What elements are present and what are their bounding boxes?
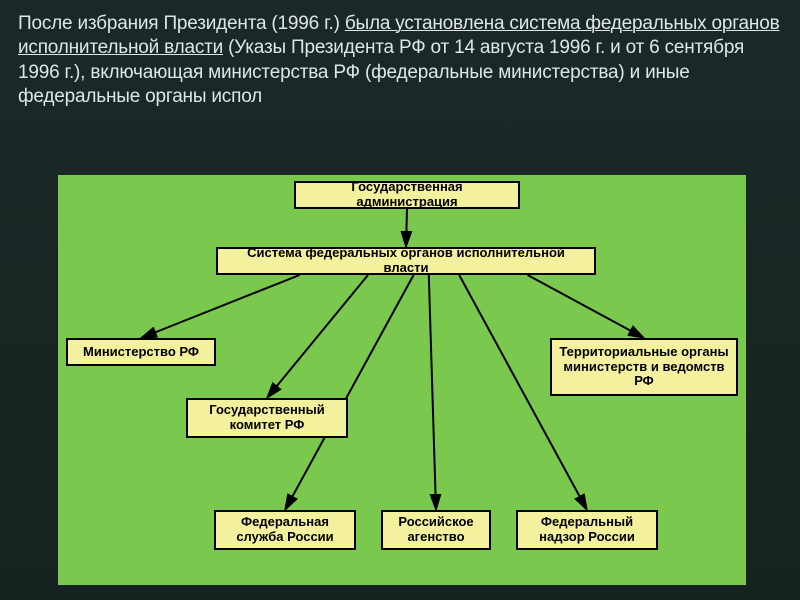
intro-text-a: После избрания Президента (1996 г.) — [18, 13, 345, 34]
intro-paragraph: После избрания Президента (1996 г.) была… — [0, 0, 800, 115]
node-label: Государственный комитет РФ — [194, 403, 340, 433]
node-ministry: Министерство РФ — [66, 338, 216, 366]
node-system: Система федеральных органов исполнительн… — [216, 247, 596, 275]
node-ros-agency: Российское агенство — [381, 510, 491, 550]
node-fed-service: Федеральная служба России — [214, 510, 356, 550]
node-label: Российское агенство — [389, 515, 483, 545]
node-label: Министерство РФ — [83, 345, 199, 360]
node-label: Государственная администрация — [302, 180, 512, 210]
node-label: Территориальные органы министерств и вед… — [558, 345, 730, 390]
node-label: Федеральная служба России — [222, 515, 348, 545]
node-fed-nadzor: Федеральный надзор России — [516, 510, 658, 550]
slide: После избрания Президента (1996 г.) была… — [0, 0, 800, 600]
node-label: Федеральный надзор России — [524, 515, 650, 545]
node-gov-admin: Государственная администрация — [294, 181, 520, 209]
diagram-panel: Государственная администрация Система фе… — [58, 175, 746, 585]
node-territorial: Территориальные органы министерств и вед… — [550, 338, 738, 396]
node-gos-committee: Государственный комитет РФ — [186, 398, 348, 438]
node-label: Система федеральных органов исполнительн… — [224, 246, 588, 276]
